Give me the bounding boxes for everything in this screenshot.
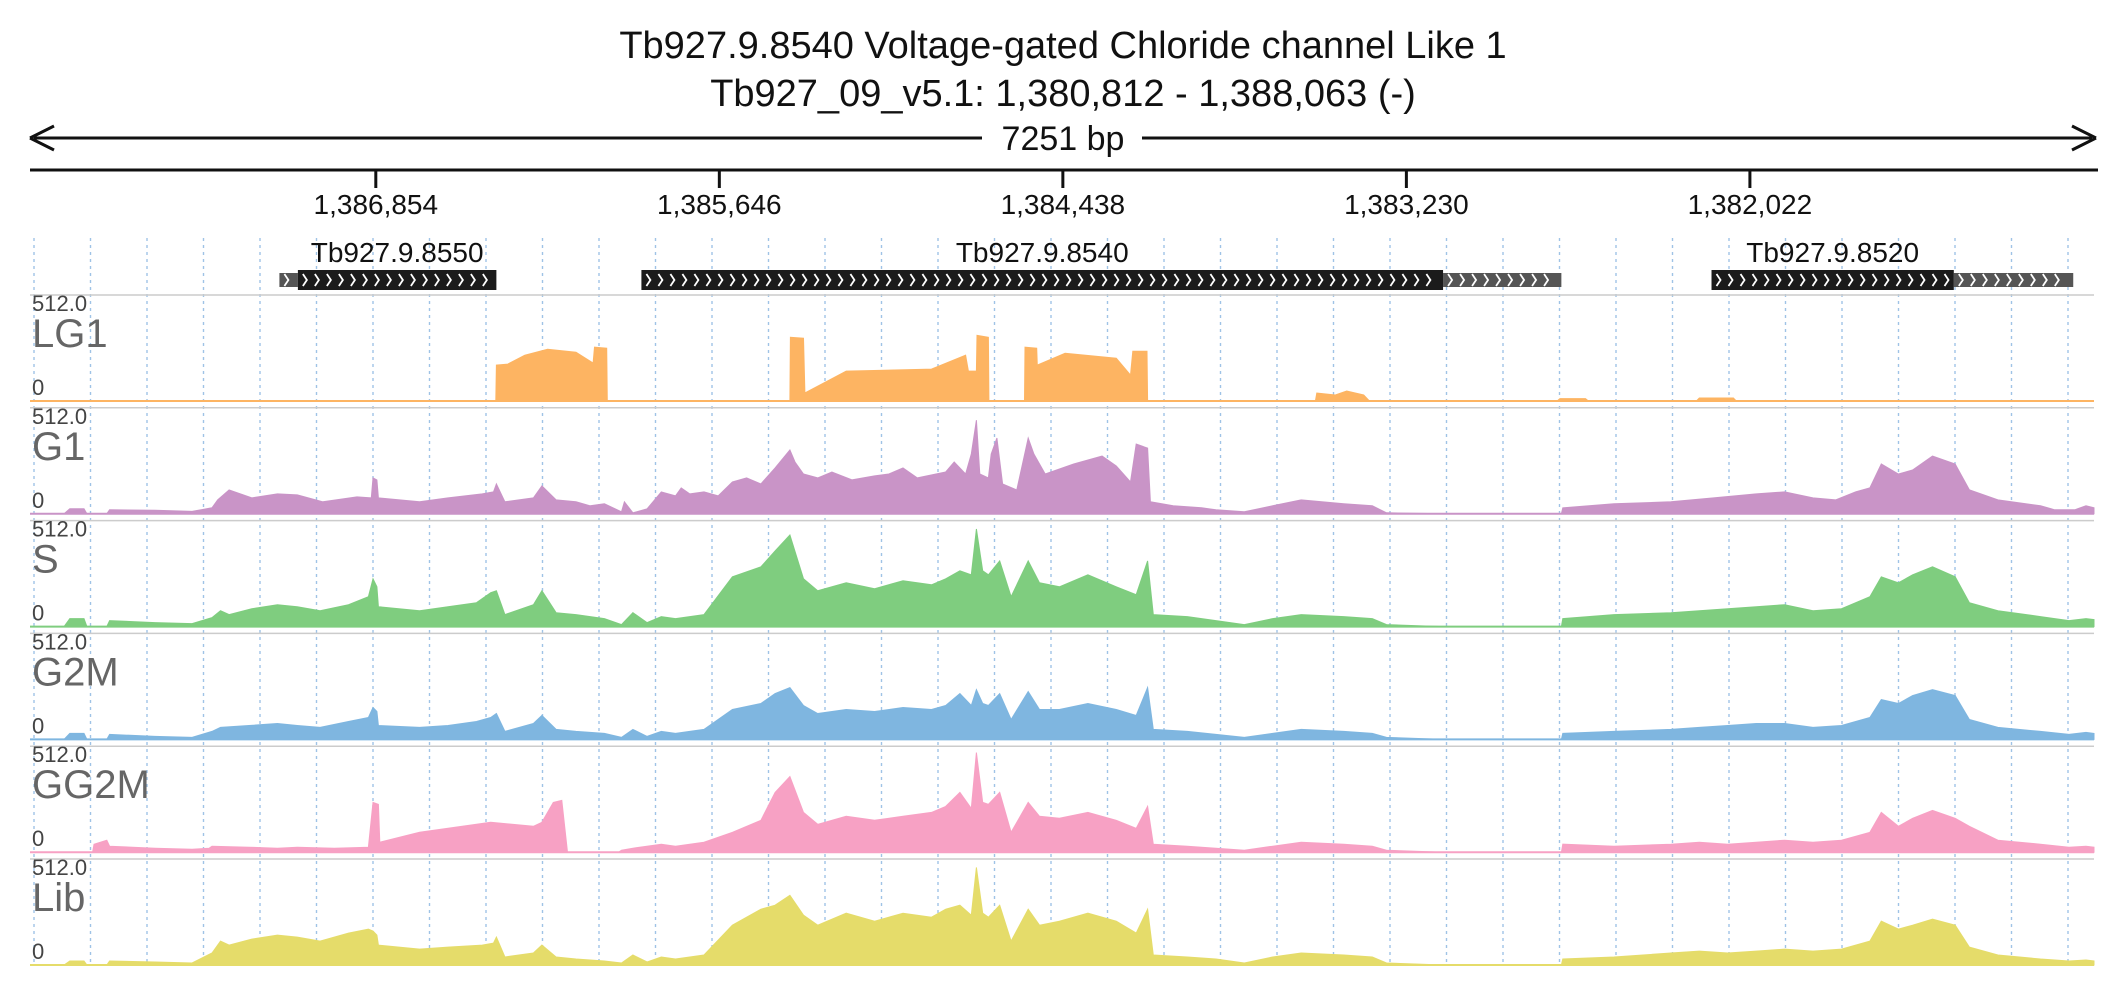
track-scale-max: 512.0 <box>32 291 87 316</box>
axis-tick-label: 1,386,854 <box>314 189 439 220</box>
coverage-area <box>62 867 2095 966</box>
gene-label: Tb927.9.8550 <box>311 237 484 268</box>
strand-chevron-icon <box>645 273 1432 287</box>
track-label: LG1 <box>32 312 108 356</box>
left-arrowhead-icon <box>29 124 55 152</box>
gene-model: Tb927.9.8540 <box>641 237 1562 290</box>
track-label: S <box>32 538 59 582</box>
track-g2m: 512.0 0 G2M <box>30 629 2095 741</box>
strand-chevron-icon <box>1715 273 1950 287</box>
coverage-tracks: 512.00LG1512.00G1512.00S512.00G2M512.00G… <box>30 291 2095 966</box>
track-label: Lib <box>32 876 85 920</box>
gene-model: Tb927.9.8520 <box>1711 237 2074 290</box>
track-label: G2M <box>32 650 119 694</box>
coverage-area <box>63 528 2095 628</box>
track-lib: 512.0 0 Lib <box>30 855 2095 966</box>
track-scale-min: 0 <box>32 488 44 513</box>
track-lg1: 512.0 0 LG1 <box>30 291 2094 402</box>
figure-title: Tb927.9.8540 Voltage-gated Chloride chan… <box>619 25 1506 67</box>
gene-track: Tb927.9.8550 Tb927.9.8540 Tb927.9.8520 <box>279 237 2074 290</box>
track-scale-max: 512.0 <box>32 629 87 654</box>
track-scale-min: 0 <box>32 375 44 400</box>
track-scale-max: 512.0 <box>32 855 87 880</box>
track-label: G1 <box>32 425 85 469</box>
track-gg2m: 512.0 0 GG2M <box>30 742 2095 854</box>
axis-tick-label: 1,382,022 <box>1688 189 1813 220</box>
strand-chevron-icon <box>1447 273 1550 287</box>
coverage-area <box>62 685 2095 740</box>
span-length-label: 7251 bp <box>1002 120 1125 158</box>
figure-subtitle-coordinates: Tb927_09_v5.1: 1,380,812 - 1,388,063 (-) <box>710 73 1416 115</box>
gene-cds <box>641 270 1444 290</box>
right-arrowhead-icon <box>2071 124 2097 152</box>
track-scale-min: 0 <box>32 939 44 964</box>
strand-chevron-icon <box>302 273 488 287</box>
gene-label: Tb927.9.8520 <box>1746 237 1919 268</box>
gene-utr <box>1443 273 1562 287</box>
axis-tick-label: 1,383,230 <box>1344 189 1469 220</box>
axis-ticks: 1,386,854 1,385,646 1,384,438 1,383,230 1,38… <box>314 170 1813 220</box>
track-scale-min: 0 <box>32 826 44 851</box>
axis-tick-label: 1,384,438 <box>1001 189 1126 220</box>
gene-model: Tb927.9.8550 <box>279 237 497 290</box>
track-s: 512.0 0 S <box>30 517 2095 628</box>
track-scale-max: 512.0 <box>32 742 87 767</box>
strand-chevron-icon <box>1958 273 2060 287</box>
track-scale-min: 0 <box>32 713 44 738</box>
track-scale-min: 0 <box>32 601 44 626</box>
coverage-area <box>62 420 2095 515</box>
track-label: GG2M <box>32 763 150 807</box>
coverage-area <box>495 334 1738 402</box>
track-scale-max: 512.0 <box>32 404 87 429</box>
strand-chevron-icon <box>283 273 290 287</box>
gene-label: Tb927.9.8540 <box>956 237 1129 268</box>
gene-cds <box>297 270 497 290</box>
gene-cds <box>1711 270 1954 290</box>
span-ruler: 7251 bp <box>29 120 2097 158</box>
track-scale-max: 512.0 <box>32 517 87 542</box>
axis-tick-label: 1,385,646 <box>657 189 782 220</box>
coverage-area <box>92 752 2095 853</box>
track-g1: 512.0 0 G1 <box>30 404 2095 515</box>
